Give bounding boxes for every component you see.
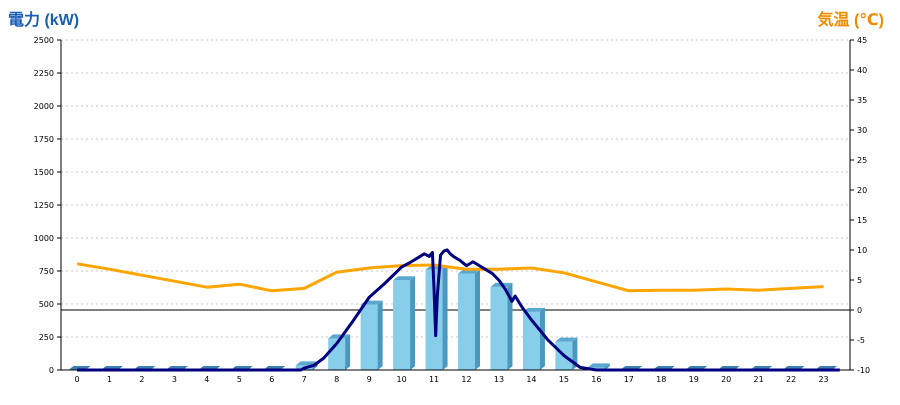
y-left-tick-label: 1000 [34,234,54,243]
x-tick-label: 22 [786,375,796,384]
x-tick-label: 4 [204,375,209,384]
bar-side [345,334,351,370]
bar [360,304,378,370]
left-axis-title: 電力 (kW) [8,12,80,29]
y-right-tick-label: 35 [857,96,867,105]
y-left-tick-label: 0 [49,366,54,375]
x-tick-label: 17 [624,375,634,384]
x-tick-label: 14 [526,375,536,384]
y-left-tick-label: 1500 [34,168,54,177]
x-tick-label: 1 [107,375,112,384]
y-left-tick-label: 250 [39,333,54,342]
x-tick-label: 13 [494,375,504,384]
power-line [77,248,840,372]
bar-side [410,276,416,370]
temperature-line [76,262,824,293]
x-tick-label: 7 [302,375,307,384]
y-left-tick-label: 1250 [34,201,54,210]
x-tick-label: 5 [237,375,242,384]
y-right-tick-label: 10 [857,246,867,255]
x-tick-label: 18 [656,375,666,384]
bar-side [604,363,610,370]
bar-side [539,307,545,370]
y-right-tick-label: 15 [857,216,867,225]
bar-top [393,276,416,281]
x-tick-label: 15 [559,375,569,384]
x-tick-label: 23 [818,375,828,384]
y-right-tick-label: 45 [857,36,867,45]
y-right-tick-label: 30 [857,126,867,135]
x-tick-label: 19 [689,375,699,384]
x-tick-label: 9 [367,375,372,384]
bar-side [377,300,383,370]
y-left-tick-label: 500 [39,300,54,309]
x-tick-label: 21 [754,375,764,384]
bar-top [522,307,545,312]
y-left-tick-label: 2000 [34,102,54,111]
y-right-tick-label: 5 [857,276,862,285]
x-tick-label: 10 [396,375,406,384]
x-tick-label: 6 [269,375,274,384]
y-right-tick-label: 40 [857,66,867,75]
bar-top [587,363,610,368]
x-tick-label: 12 [461,375,471,384]
right-axis-title: 気温 (℃) [817,12,884,29]
x-tick-label: 0 [74,375,79,384]
y-left-tick-label: 2250 [34,69,54,78]
y-right-tick-label: -10 [857,366,870,375]
x-tick-label: 11 [429,375,439,384]
y-left-tick-label: 2500 [34,36,54,45]
bar [490,286,508,370]
x-tick-label: 2 [139,375,144,384]
bar-side [442,265,448,370]
y-right-tick-label: 25 [857,156,867,165]
bar-side [507,282,513,370]
bar-side [475,269,480,370]
y-left-tick-label: 1750 [34,135,54,144]
x-tick-label: 8 [334,375,339,384]
x-tick-label: 16 [591,375,601,384]
bar-top [555,337,578,342]
bar-top [328,334,351,339]
y-right-tick-label: 20 [857,186,867,195]
bar [393,280,411,370]
x-tick-label: 3 [172,375,177,384]
x-tick-label: 20 [721,375,731,384]
y-left-tick-label: 750 [39,267,54,276]
y-right-tick-label: 0 [857,306,862,315]
bar [458,273,475,370]
y-right-tick-label: -5 [857,336,865,345]
